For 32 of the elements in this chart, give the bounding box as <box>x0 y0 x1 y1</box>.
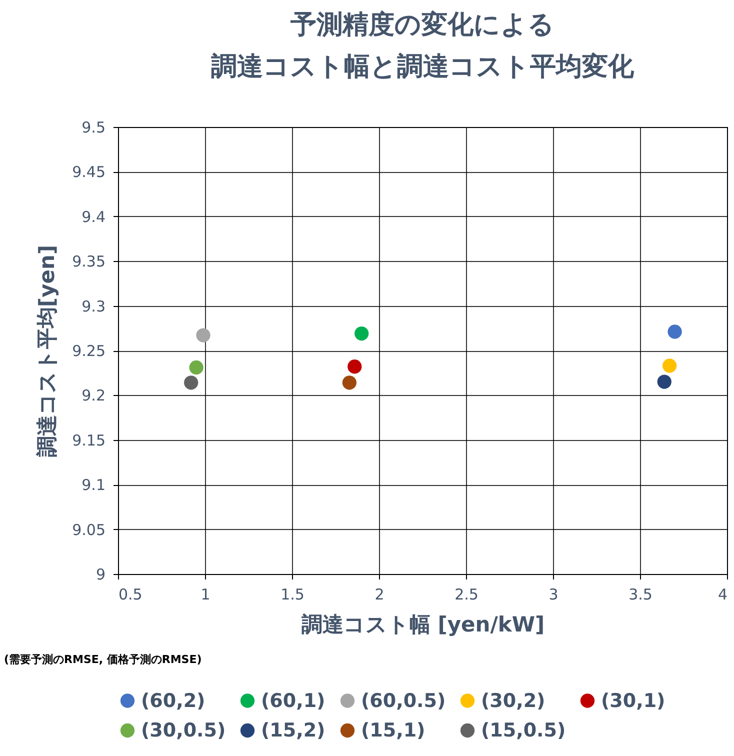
y-tick-label: 9 <box>96 566 106 584</box>
x-tick-label: 3.5 <box>628 586 652 604</box>
x-axis-title: 調達コスト幅 [yen/kW] <box>301 612 545 636</box>
x-tick-label: 1.5 <box>280 586 304 604</box>
x-tick-label: 1 <box>200 586 210 604</box>
legend-label: (60,0.5) <box>361 690 446 712</box>
x-tick-label: 4 <box>718 586 728 604</box>
legend-label: (30,1) <box>601 690 666 712</box>
y-tick-label: 9.05 <box>72 520 106 539</box>
y-axis-title: 調達コスト平均[yen] <box>35 244 60 458</box>
legend-label: (15,1) <box>361 720 426 742</box>
x-tick-label: 0.5 <box>118 586 142 604</box>
legend-label: (60,1) <box>261 690 326 712</box>
legend-label: (15,0.5) <box>481 720 566 742</box>
y-tick-label: 9.2 <box>82 386 106 405</box>
legend-label: (30,2) <box>481 690 546 712</box>
x-tick-label: 3 <box>548 586 558 604</box>
y-tick-label: 9.3 <box>82 297 106 316</box>
x-tick-label: 2.5 <box>454 586 478 604</box>
x-tick-label: 2 <box>374 586 384 604</box>
y-tick-label: 9.25 <box>72 342 106 360</box>
y-tick-label: 9.5 <box>82 118 106 136</box>
y-tick-label: 9.1 <box>82 476 106 494</box>
y-tick-label: 9.15 <box>72 431 106 450</box>
y-tick-label: 9.45 <box>72 163 106 182</box>
legend-label: (60,2) <box>141 690 206 712</box>
text: (需要予測のRMSE, 価格予測のRMSE) <box>4 652 202 667</box>
legend-label: (15,2) <box>261 720 326 742</box>
legend-label: (30,0.5) <box>141 720 226 742</box>
chart-title: 予測精度の変化による調達コスト幅と調達コスト平均変化 <box>211 10 635 82</box>
y-tick-label: 9.35 <box>72 252 106 271</box>
y-tick-label: 9.4 <box>82 208 106 226</box>
